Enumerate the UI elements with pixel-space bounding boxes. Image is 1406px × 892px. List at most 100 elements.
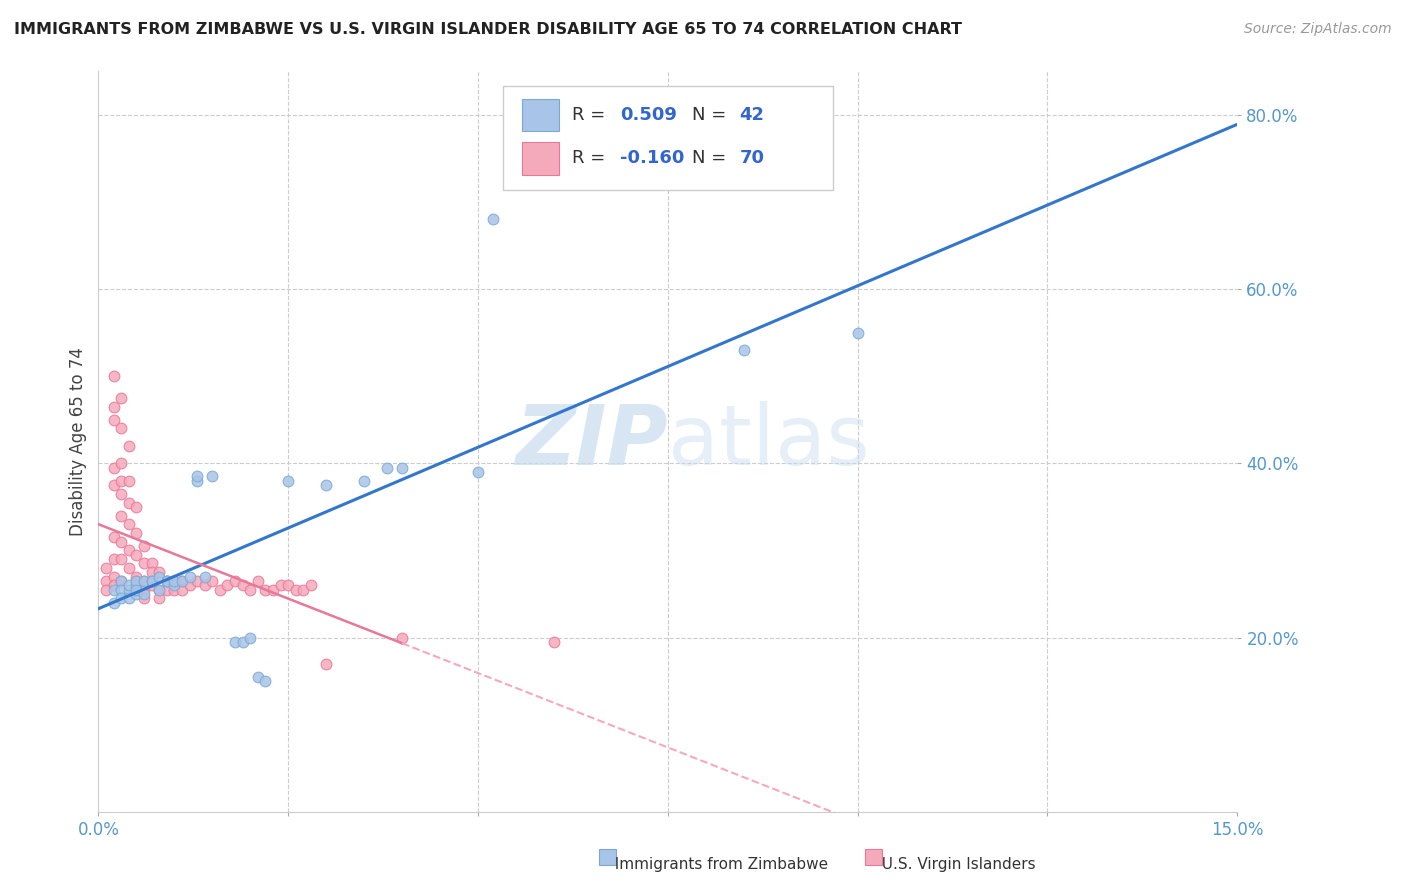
Point bbox=[125, 548, 148, 562]
Point bbox=[299, 578, 322, 592]
Point bbox=[194, 578, 217, 592]
Point bbox=[186, 574, 208, 588]
Point bbox=[163, 578, 186, 592]
Text: 42: 42 bbox=[740, 106, 765, 124]
Point bbox=[277, 578, 299, 592]
Point bbox=[125, 569, 148, 583]
Point bbox=[110, 456, 132, 470]
Point bbox=[110, 534, 132, 549]
Point bbox=[103, 569, 125, 583]
Point bbox=[110, 508, 132, 523]
Point bbox=[163, 574, 186, 588]
Point bbox=[163, 574, 186, 588]
Point bbox=[277, 474, 299, 488]
Text: -0.160: -0.160 bbox=[620, 149, 685, 168]
Bar bbox=[522, 142, 558, 175]
Point bbox=[132, 574, 155, 588]
Point bbox=[246, 670, 269, 684]
Point bbox=[186, 469, 208, 483]
Point bbox=[284, 582, 307, 597]
Point bbox=[103, 369, 125, 384]
Point bbox=[103, 413, 125, 427]
Point bbox=[125, 574, 148, 588]
Point bbox=[118, 543, 141, 558]
Point bbox=[141, 578, 163, 592]
Point bbox=[118, 495, 141, 509]
Point bbox=[543, 635, 565, 649]
Text: Source: ZipAtlas.com: Source: ZipAtlas.com bbox=[1244, 22, 1392, 37]
Point bbox=[125, 574, 148, 588]
Point bbox=[270, 578, 292, 592]
Point bbox=[103, 478, 125, 492]
Point bbox=[103, 578, 125, 592]
Point bbox=[254, 674, 277, 689]
Point bbox=[125, 587, 148, 601]
Bar bbox=[522, 99, 558, 131]
Point bbox=[170, 574, 193, 588]
Point bbox=[110, 591, 132, 606]
Point bbox=[141, 574, 163, 588]
FancyBboxPatch shape bbox=[503, 87, 832, 190]
Point bbox=[179, 569, 201, 583]
Point bbox=[110, 487, 132, 501]
Point bbox=[125, 578, 148, 592]
Point bbox=[110, 421, 132, 435]
Text: IMMIGRANTS FROM ZIMBABWE VS U.S. VIRGIN ISLANDER DISABILITY AGE 65 TO 74 CORRELA: IMMIGRANTS FROM ZIMBABWE VS U.S. VIRGIN … bbox=[14, 22, 962, 37]
Point bbox=[315, 657, 337, 671]
Point bbox=[132, 557, 155, 571]
Point bbox=[148, 582, 170, 597]
Point bbox=[132, 539, 155, 553]
Point bbox=[132, 591, 155, 606]
Point bbox=[846, 326, 869, 340]
Text: Immigrants from Zimbabwe: Immigrants from Zimbabwe bbox=[605, 857, 828, 872]
Point bbox=[141, 574, 163, 588]
Point bbox=[391, 460, 413, 475]
Point bbox=[208, 582, 231, 597]
Point bbox=[224, 635, 246, 649]
Text: R =: R = bbox=[572, 149, 612, 168]
Point bbox=[118, 474, 141, 488]
Text: U.S. Virgin Islanders: U.S. Virgin Islanders bbox=[872, 857, 1035, 872]
Point bbox=[254, 582, 277, 597]
Point bbox=[239, 631, 262, 645]
Point bbox=[156, 574, 179, 588]
Point bbox=[110, 391, 132, 405]
Point bbox=[94, 561, 117, 575]
Point bbox=[156, 574, 179, 588]
Text: atlas: atlas bbox=[668, 401, 869, 482]
Point bbox=[118, 439, 141, 453]
Point bbox=[132, 587, 155, 601]
Text: N =: N = bbox=[692, 149, 731, 168]
Point bbox=[94, 582, 117, 597]
Point bbox=[141, 565, 163, 579]
Point bbox=[170, 574, 193, 588]
Point bbox=[103, 530, 125, 544]
Point bbox=[163, 582, 186, 597]
Text: 70: 70 bbox=[740, 149, 765, 168]
Point bbox=[148, 565, 170, 579]
Y-axis label: Disability Age 65 to 74: Disability Age 65 to 74 bbox=[69, 347, 87, 536]
Point bbox=[103, 552, 125, 566]
Point bbox=[110, 552, 132, 566]
Point bbox=[125, 582, 148, 597]
Point bbox=[733, 343, 755, 357]
Point bbox=[94, 574, 117, 588]
Point bbox=[391, 631, 413, 645]
Text: N =: N = bbox=[692, 106, 731, 124]
Point bbox=[103, 400, 125, 414]
Point bbox=[103, 460, 125, 475]
Point bbox=[375, 460, 398, 475]
Bar bbox=[865, 849, 882, 865]
Point bbox=[201, 469, 224, 483]
Point bbox=[110, 574, 132, 588]
Point bbox=[179, 578, 201, 592]
Point bbox=[103, 596, 125, 610]
Point bbox=[118, 582, 141, 597]
Point bbox=[201, 574, 224, 588]
Point bbox=[148, 569, 170, 583]
Point bbox=[110, 474, 132, 488]
Point bbox=[246, 574, 269, 588]
Point bbox=[239, 582, 262, 597]
Text: ZIP: ZIP bbox=[515, 401, 668, 482]
Point bbox=[156, 574, 179, 588]
